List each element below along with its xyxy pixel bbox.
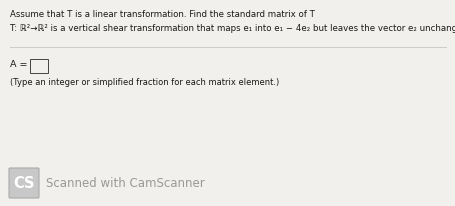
Text: Assume that T is a linear transformation. Find the standard matrix of T: Assume that T is a linear transformation… — [10, 10, 314, 19]
Text: A =: A = — [10, 60, 27, 69]
Bar — [30, 60, 48, 74]
Text: Scanned with CamScanner: Scanned with CamScanner — [46, 177, 204, 190]
FancyBboxPatch shape — [9, 168, 39, 198]
Text: T: ℝ²→ℝ² is a vertical shear transformation that maps e₁ into e₁ − 4e₂ but leave: T: ℝ²→ℝ² is a vertical shear transformat… — [10, 24, 455, 33]
Text: (Type an integer or simplified fraction for each matrix element.): (Type an integer or simplified fraction … — [10, 78, 278, 87]
Text: CS: CS — [13, 176, 35, 191]
